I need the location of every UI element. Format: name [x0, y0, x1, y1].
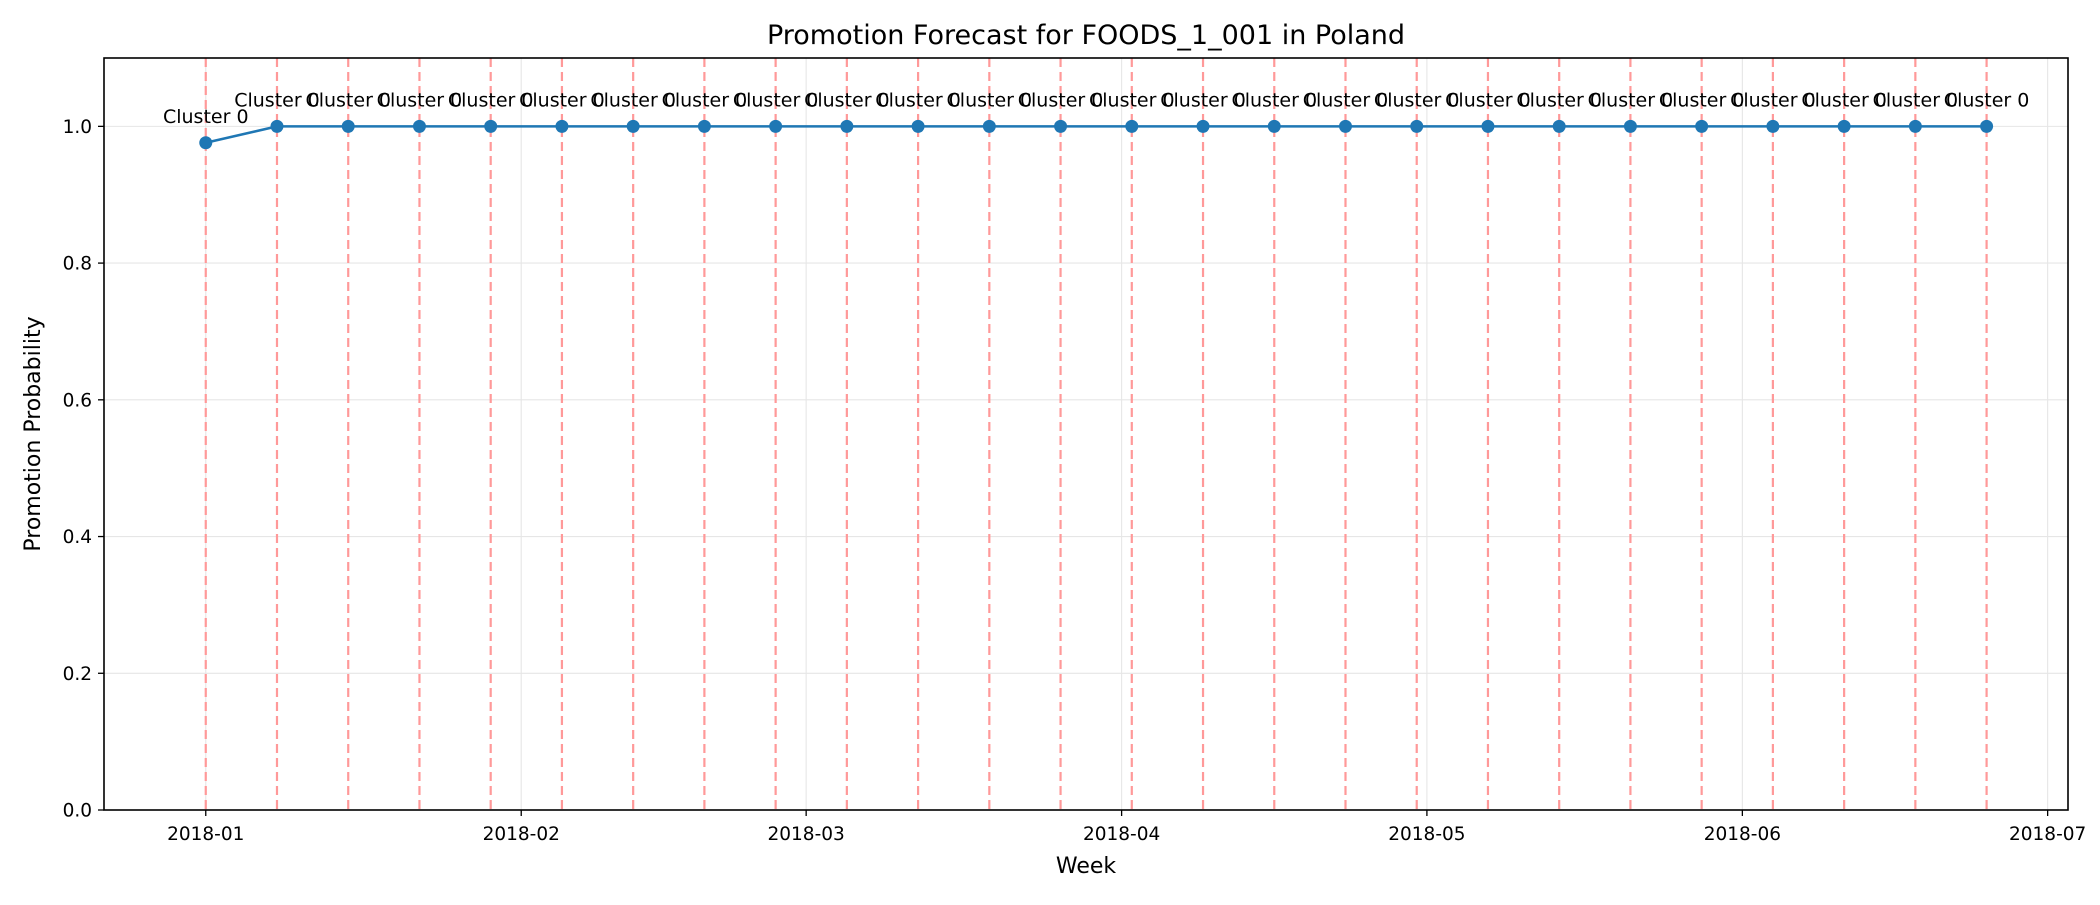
y-axis-label: Promotion Probability: [21, 316, 46, 551]
data-point: [1267, 119, 1281, 133]
data-point: [911, 119, 925, 133]
cluster-label: Cluster 0: [1303, 89, 1389, 111]
data-point: [341, 119, 355, 133]
x-tick-label: 2018-07: [2009, 824, 2086, 845]
y-tick-label: 0.2: [63, 664, 92, 685]
x-tick-label: 2018-01: [167, 824, 244, 845]
x-tick-label: 2018-04: [1083, 824, 1160, 845]
y-tick-label: 0.8: [63, 254, 92, 275]
data-point: [1196, 119, 1210, 133]
x-tick-label: 2018-06: [1704, 824, 1781, 845]
data-point: [1837, 119, 1851, 133]
cluster-label: Cluster 0: [947, 89, 1033, 111]
data-point: [270, 119, 284, 133]
cluster-label: Cluster 0: [1445, 89, 1531, 111]
cluster-label: Cluster 0: [1944, 89, 2030, 111]
cluster-label: Cluster 0: [1160, 89, 1246, 111]
cluster-label: Cluster 0: [1231, 89, 1317, 111]
data-point: [697, 119, 711, 133]
series: [199, 119, 1994, 150]
cluster-label: Cluster 0: [1588, 89, 1674, 111]
x-axis-label: Week: [1056, 854, 1117, 879]
cluster-label: Cluster 0: [662, 89, 748, 111]
data-point: [199, 136, 213, 150]
plot-frame: [103, 57, 2069, 811]
cluster-label: Cluster 0: [1730, 89, 1816, 111]
data-point: [1908, 119, 1922, 133]
cluster-label: Cluster 0: [163, 106, 249, 128]
cluster-label: Cluster 0: [1374, 89, 1460, 111]
chart-title: Promotion Forecast for FOODS_1_001 in Po…: [767, 20, 1405, 51]
data-point: [982, 119, 996, 133]
cluster-label: Cluster 0: [875, 89, 961, 111]
data-point: [1125, 119, 1139, 133]
x-tick-label: 2018-02: [483, 824, 560, 845]
cluster-label: Cluster 0: [590, 89, 676, 111]
x-tick-label: 2018-03: [767, 824, 844, 845]
data-point: [1338, 119, 1352, 133]
data-point: [484, 119, 498, 133]
data-point: [769, 119, 783, 133]
data-point: [626, 119, 640, 133]
cluster-label: Cluster 0: [519, 89, 605, 111]
cluster-label: Cluster 0: [1659, 89, 1745, 111]
data-point: [1410, 119, 1424, 133]
cluster-label: Cluster 0: [305, 89, 391, 111]
data-point: [1980, 119, 1994, 133]
cluster-label: Cluster 0: [1018, 89, 1104, 111]
data-point: [1481, 119, 1495, 133]
data-point: [1552, 119, 1566, 133]
data-point: [555, 119, 569, 133]
y-tick-label: 0.4: [63, 527, 92, 548]
cluster-label: Cluster 0: [1873, 89, 1959, 111]
data-point: [1054, 119, 1068, 133]
cluster-label: Cluster 0: [804, 89, 890, 111]
cluster-label: Cluster 0: [377, 89, 463, 111]
cluster-label: Cluster 0: [1089, 89, 1175, 111]
data-point: [1623, 119, 1637, 133]
x-tick-label: 2018-05: [1388, 824, 1465, 845]
cluster-label: Cluster 0: [448, 89, 534, 111]
data-point: [412, 119, 426, 133]
series-line: [205, 125, 1987, 145]
y-tick-label: 0.6: [63, 390, 92, 411]
cluster-label: Cluster 0: [733, 89, 819, 111]
data-point: [1695, 119, 1709, 133]
cluster-label: Cluster 0: [1801, 89, 1887, 111]
cluster-label: Cluster 0: [234, 89, 320, 111]
axes: 0.0 0.2 0.4 0.6 0.8 1.0 2018-01 2018-02 2018-03 2…: [63, 117, 2087, 845]
data-point: [840, 119, 854, 133]
y-tick-label: 0.0: [63, 801, 92, 822]
cluster-label: Cluster 0: [1516, 89, 1602, 111]
data-point: [1766, 119, 1780, 133]
y-tick-label: 1.0: [63, 117, 92, 138]
